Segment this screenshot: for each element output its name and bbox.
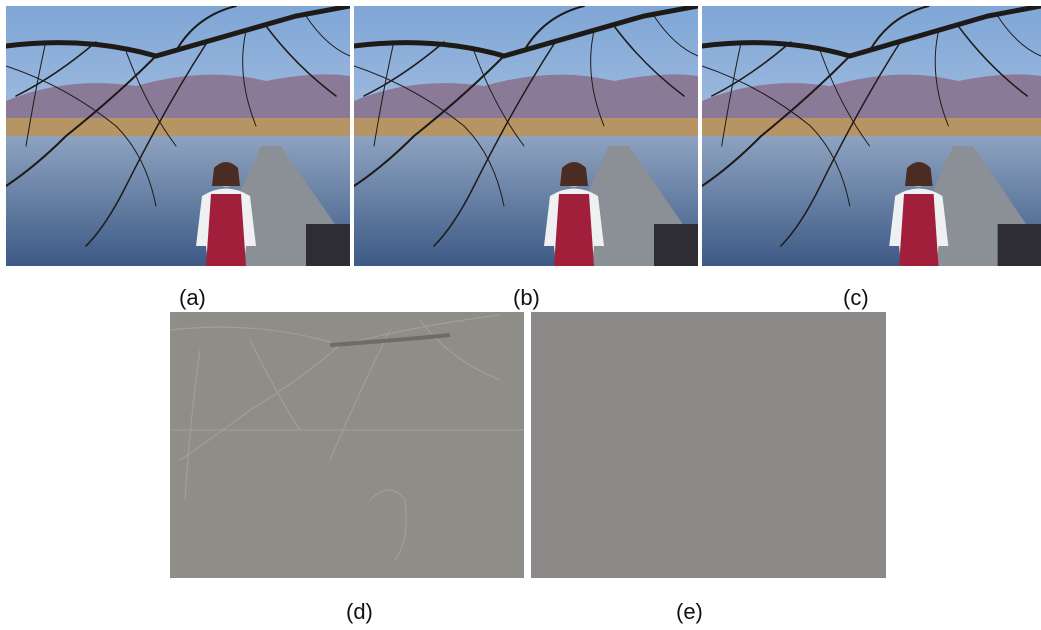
image-e bbox=[531, 312, 886, 578]
image-b bbox=[354, 6, 698, 266]
caption: (c) bbox=[843, 287, 869, 309]
figure bbox=[0, 0, 1041, 630]
caption: (d) bbox=[346, 601, 373, 623]
figure-page: (a) (b) (c) (d) (e) (() => { const data … bbox=[0, 0, 1041, 630]
image-c bbox=[702, 6, 1041, 266]
image-a bbox=[6, 6, 350, 266]
image-d bbox=[170, 312, 524, 578]
caption: (a) bbox=[179, 287, 206, 309]
caption: (e) bbox=[676, 601, 703, 623]
caption: (b) bbox=[513, 287, 540, 309]
